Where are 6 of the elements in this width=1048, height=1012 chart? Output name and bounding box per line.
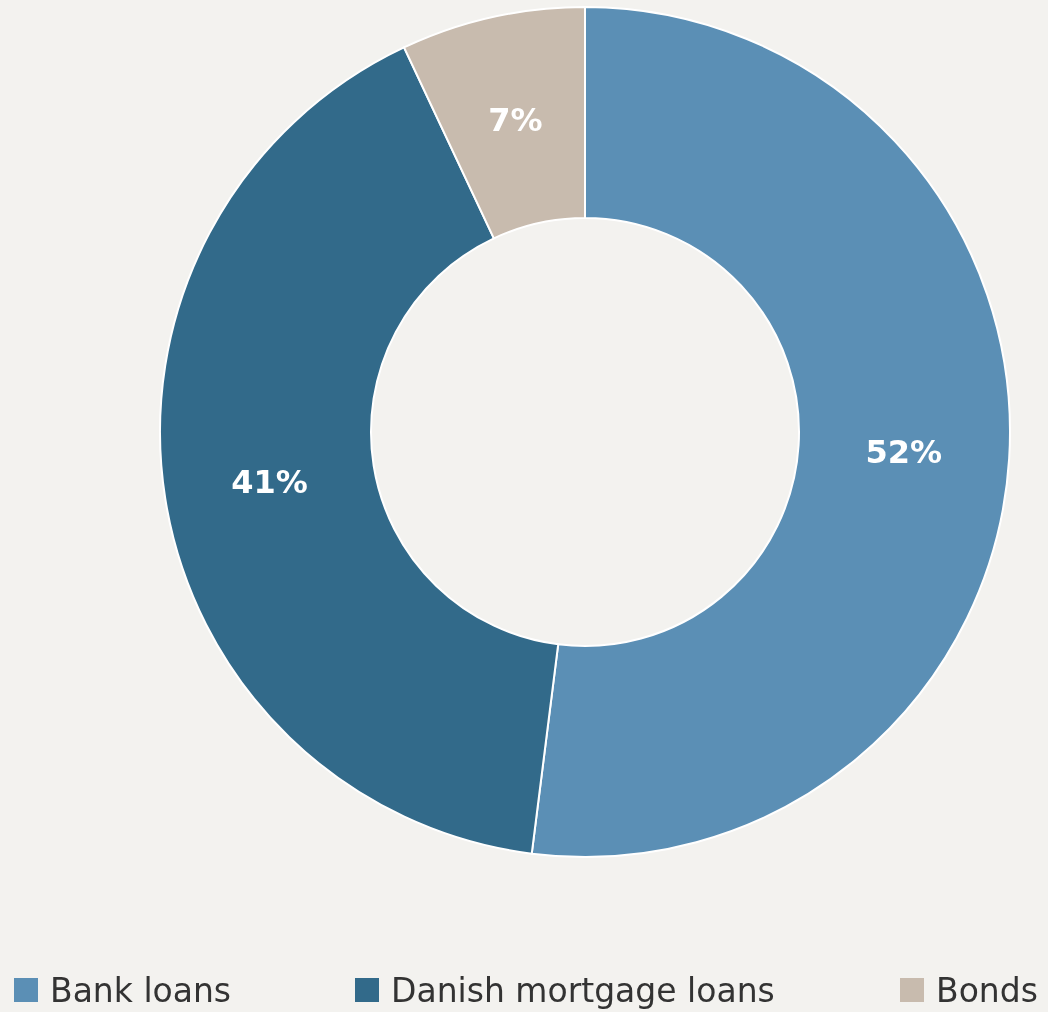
data-label: 41%	[231, 462, 308, 501]
legend-label: Danish mortgage loans	[391, 970, 775, 1010]
data-label: 7%	[488, 101, 543, 140]
legend-label: Bank loans	[50, 970, 232, 1010]
legend-label: Bonds	[936, 970, 1038, 1010]
data-label: 52%	[865, 433, 943, 472]
